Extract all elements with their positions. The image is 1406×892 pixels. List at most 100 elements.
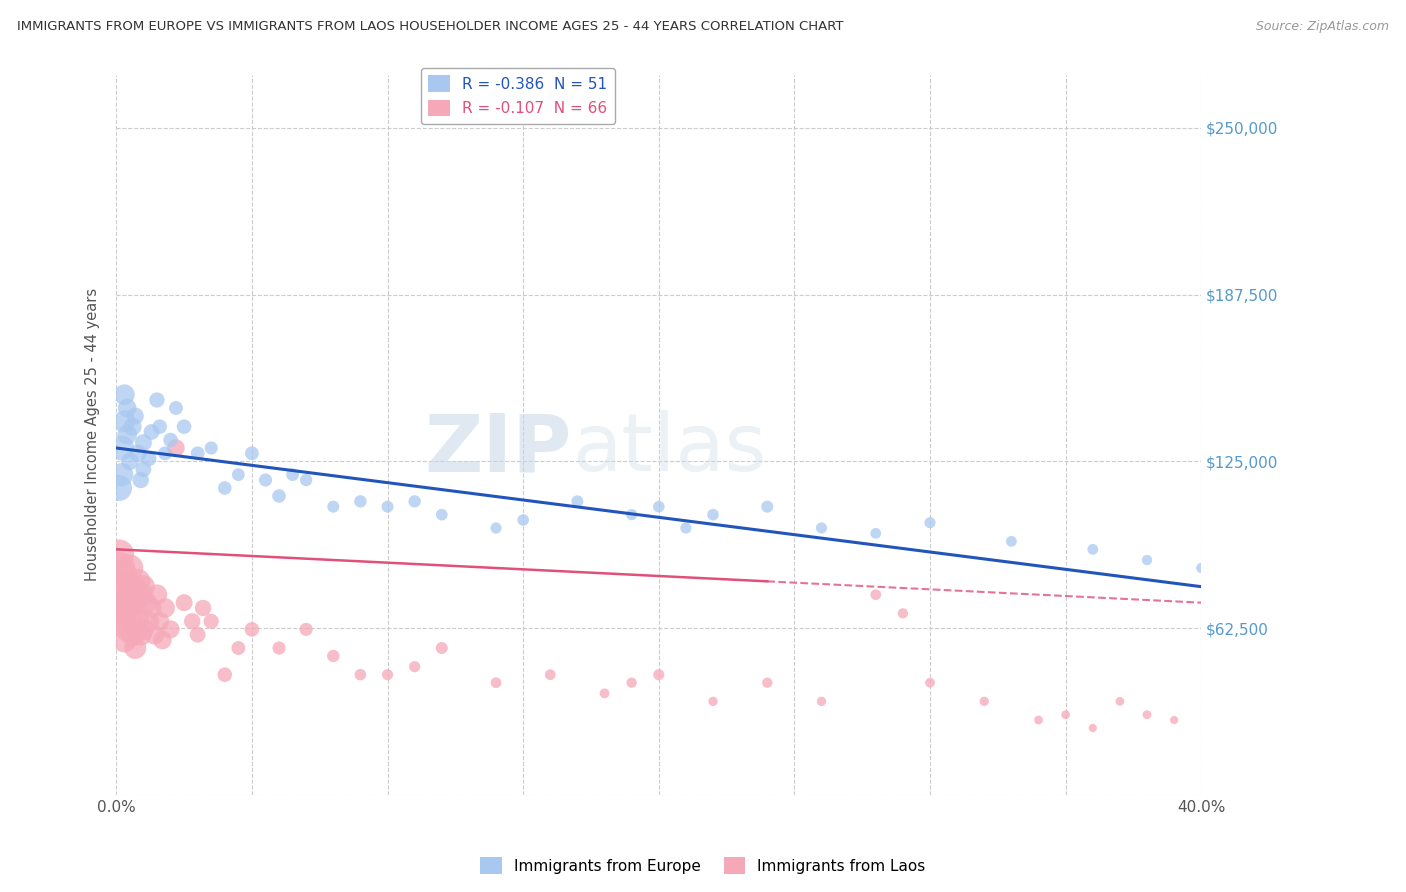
Point: [404, 659, 426, 673]
Point: [112, 387, 135, 401]
Point: [281, 467, 304, 482]
Point: [108, 561, 131, 575]
Point: [648, 667, 671, 681]
Point: [111, 467, 134, 482]
Point: [567, 494, 589, 508]
Point: [108, 481, 131, 495]
Point: [377, 667, 399, 681]
Point: [267, 640, 290, 655]
Point: [377, 500, 399, 514]
Point: [173, 419, 195, 434]
Point: [129, 628, 152, 642]
Point: [138, 451, 160, 466]
Point: [124, 640, 146, 655]
Point: [129, 588, 152, 602]
Point: [675, 521, 697, 535]
Point: [153, 446, 176, 460]
Point: [121, 580, 143, 594]
Point: [322, 500, 344, 514]
Point: [756, 675, 779, 690]
Point: [187, 446, 209, 460]
Point: [702, 694, 724, 708]
Point: [430, 508, 453, 522]
Point: [512, 513, 534, 527]
Point: [1000, 534, 1022, 549]
Point: [118, 561, 141, 575]
Point: [150, 633, 173, 648]
Point: [111, 615, 134, 629]
Point: [865, 526, 887, 541]
Point: [121, 419, 143, 434]
Point: [112, 633, 135, 648]
Point: [111, 441, 134, 455]
Point: [111, 601, 134, 615]
Point: [267, 489, 290, 503]
Text: IMMIGRANTS FROM EUROPE VS IMMIGRANTS FROM LAOS HOUSEHOLDER INCOME AGES 25 - 44 Y: IMMIGRANTS FROM EUROPE VS IMMIGRANTS FRO…: [17, 20, 844, 33]
Point: [132, 435, 155, 450]
Point: [138, 615, 160, 629]
Point: [115, 401, 138, 415]
Point: [214, 481, 236, 495]
Point: [181, 615, 204, 629]
Point: [810, 694, 832, 708]
Point: [135, 596, 157, 610]
Legend: R = -0.386  N = 51, R = -0.107  N = 66: R = -0.386 N = 51, R = -0.107 N = 66: [420, 68, 614, 124]
Point: [115, 427, 138, 442]
Point: [1109, 694, 1132, 708]
Point: [430, 640, 453, 655]
Text: Source: ZipAtlas.com: Source: ZipAtlas.com: [1256, 20, 1389, 33]
Point: [214, 667, 236, 681]
Point: [228, 467, 250, 482]
Point: [115, 596, 138, 610]
Point: [1081, 542, 1104, 557]
Point: [108, 548, 131, 562]
Y-axis label: Householder Income Ages 25 - 44 years: Householder Income Ages 25 - 44 years: [86, 288, 100, 582]
Legend: Immigrants from Europe, Immigrants from Laos: Immigrants from Europe, Immigrants from …: [474, 851, 932, 880]
Point: [295, 473, 318, 487]
Point: [485, 521, 508, 535]
Point: [143, 628, 166, 642]
Point: [111, 569, 134, 583]
Point: [149, 419, 172, 434]
Point: [165, 401, 187, 415]
Point: [648, 500, 671, 514]
Point: [115, 623, 138, 637]
Point: [865, 588, 887, 602]
Point: [620, 675, 643, 690]
Point: [118, 607, 141, 621]
Point: [810, 521, 832, 535]
Point: [132, 462, 155, 476]
Text: ZIP: ZIP: [425, 410, 572, 488]
Point: [228, 640, 250, 655]
Point: [146, 588, 169, 602]
Point: [973, 694, 995, 708]
Point: [124, 596, 146, 610]
Point: [1081, 721, 1104, 735]
Point: [891, 607, 914, 621]
Point: [112, 607, 135, 621]
Point: [112, 414, 135, 428]
Point: [127, 574, 149, 589]
Point: [118, 454, 141, 468]
Point: [349, 494, 371, 508]
Point: [112, 580, 135, 594]
Point: [149, 615, 172, 629]
Point: [1028, 713, 1050, 727]
Point: [187, 628, 209, 642]
Point: [593, 686, 616, 700]
Point: [132, 580, 155, 594]
Point: [254, 473, 277, 487]
Point: [1136, 707, 1159, 722]
Point: [756, 500, 779, 514]
Point: [322, 648, 344, 663]
Point: [191, 601, 214, 615]
Point: [159, 623, 181, 637]
Point: [1163, 713, 1185, 727]
Text: atlas: atlas: [572, 410, 766, 488]
Point: [200, 441, 222, 455]
Point: [124, 409, 146, 423]
Point: [240, 623, 263, 637]
Point: [173, 596, 195, 610]
Point: [240, 446, 263, 460]
Point: [132, 623, 155, 637]
